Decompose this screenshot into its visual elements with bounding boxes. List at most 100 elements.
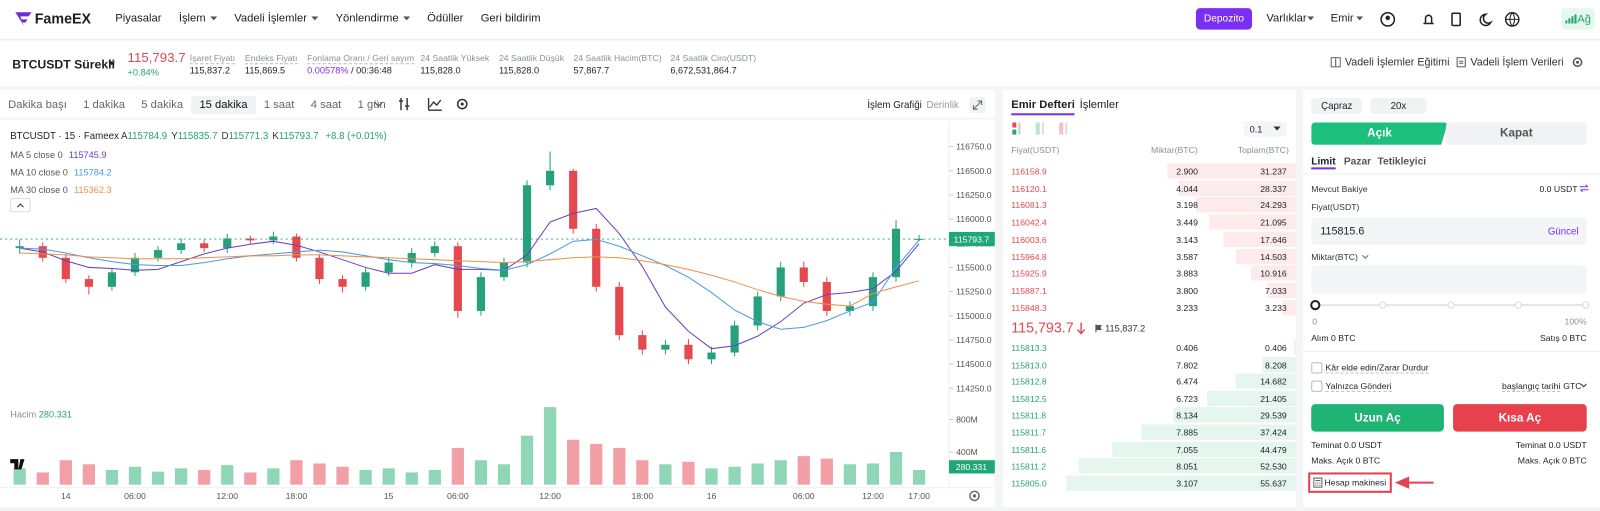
book-tab[interactable]: İşlemler: [1079, 98, 1119, 112]
book-price[interactable]: 116003.6: [1011, 234, 1047, 245]
network-status[interactable]: Ağ: [1561, 8, 1595, 30]
nav-item[interactable]: Ödüller: [427, 12, 463, 24]
order-type-tab[interactable]: Tetikleyici: [1377, 156, 1427, 168]
ma-name: MA 5 close 0: [10, 149, 63, 161]
amount-input[interactable]: [1311, 265, 1587, 294]
interval-tab[interactable]: 15 dakika: [191, 95, 256, 115]
balance: 0.0 USDT: [1539, 183, 1578, 194]
orders-menu[interactable]: Emir: [1330, 12, 1354, 25]
checkbox[interactable]: [1311, 362, 1323, 374]
deposit-button[interactable]: Depozito: [1195, 8, 1253, 30]
close-tab[interactable]: Kapat: [1445, 122, 1587, 145]
view-tab[interactable]: İşlem Grafiği: [867, 99, 922, 112]
book-price[interactable]: 116081.3: [1011, 200, 1047, 211]
candle-body: [891, 228, 901, 278]
amount-label[interactable]: Miktar(BTC): [1311, 252, 1358, 263]
data-link[interactable]: Vadeli İşlem Verileri: [1470, 56, 1564, 69]
book-price[interactable]: 116158.9: [1011, 166, 1047, 177]
depth-bar: [1207, 390, 1296, 406]
leverage[interactable]: 20x: [1370, 97, 1427, 115]
interval-tab[interactable]: 1 gün: [357, 98, 386, 112]
calculator-link[interactable]: Hesap makinesi: [1324, 477, 1387, 488]
order-type-tab[interactable]: Pazar: [1343, 156, 1372, 168]
book-layout-icons[interactable]: [1012, 122, 1073, 135]
candle-body: [822, 281, 831, 311]
nav-icons[interactable]: [1380, 11, 1523, 27]
candlestick-chart: 114250.0 114500.0 114750.0 115000.0 115250.0…: [0, 120, 995, 501]
book-total: 21.405: [1260, 393, 1287, 404]
chart-tools[interactable]: [398, 96, 475, 112]
calculator-highlight: [1308, 472, 1392, 493]
nav-item[interactable]: Yönlendirme: [336, 12, 410, 24]
margin-mode[interactable]: Çapraz: [1311, 97, 1363, 115]
book-price[interactable]: 115848.3: [1011, 302, 1047, 313]
top-nav: FameEX Piyasalar İşlem Vadeli İşlemler Yönl…: [0, 0, 1600, 40]
down-arrow: [1077, 322, 1086, 335]
nav-item[interactable]: İşlem: [179, 12, 217, 24]
settings-icon[interactable]: [967, 489, 981, 503]
book-price[interactable]: 116042.4: [1011, 217, 1047, 228]
long-button[interactable]: Uzun Aç: [1311, 404, 1444, 432]
nav-item[interactable]: Piyasalar: [115, 12, 161, 24]
stat-label: 24 Saatlik Düşük: [498, 53, 565, 64]
nav-item[interactable]: Geri bildirim: [481, 12, 541, 24]
interval-tab[interactable]: 5 dakika: [141, 98, 184, 112]
tp-sl-label[interactable]: Kâr elde edin/Zarar Durdur: [1325, 362, 1429, 374]
interval-tab[interactable]: 4 saat: [310, 98, 342, 112]
book-price[interactable]: 116120.1: [1011, 183, 1047, 194]
ohlc-change: +8.8 (+0.01%): [325, 130, 387, 142]
post-only-label[interactable]: Yalnızca Gönderi: [1325, 380, 1392, 392]
long-max: Maks. Açık 0 BTC: [1311, 455, 1381, 466]
book-price[interactable]: 115887.1: [1011, 285, 1047, 296]
short-button[interactable]: Kısa Aç: [1453, 404, 1587, 432]
price-change: +0.84%: [127, 67, 159, 78]
tutorial-link[interactable]: Vadeli İşlemler Eğitimi: [1344, 56, 1450, 69]
depth-bar: [1250, 265, 1296, 281]
buy-max: Alım 0 BTC: [1311, 332, 1356, 343]
book-price[interactable]: 115812.8: [1011, 376, 1047, 387]
chevron[interactable]: [373, 101, 384, 107]
book-price[interactable]: 115964.8: [1011, 251, 1047, 262]
order-type-tab[interactable]: Limit: [1311, 156, 1336, 170]
book-price[interactable]: 115813.0: [1011, 359, 1047, 370]
interval-tab[interactable]: 1 dakika: [83, 98, 125, 112]
book-price[interactable]: 115811.2: [1011, 461, 1047, 472]
book-price[interactable]: 115812.5: [1011, 393, 1047, 404]
column-header: Fiyat(USDT): [1011, 144, 1060, 156]
book-price[interactable]: 115811.7: [1011, 427, 1047, 438]
long-label: Uzun Aç: [1354, 411, 1401, 424]
candle-body: [845, 306, 854, 311]
logo-text[interactable]: FameEX: [34, 10, 92, 27]
settings-icon[interactable]: [1571, 56, 1583, 68]
slider[interactable]: [1309, 298, 1591, 312]
candle-body: [107, 272, 117, 287]
transfer-icon[interactable]: [1579, 184, 1589, 193]
collapse-button[interactable]: [10, 197, 31, 213]
precision-select[interactable]: 0.1: [1243, 121, 1287, 137]
view-tab[interactable]: Derinlik: [926, 99, 959, 112]
tif-value[interactable]: GTC: [1563, 380, 1582, 391]
book-price[interactable]: 115811.6: [1011, 444, 1047, 455]
book-tab[interactable]: Emir Defteri: [1011, 99, 1075, 116]
book-price[interactable]: 115811.8: [1011, 410, 1047, 421]
ma-legend: MA 5 close 0 115745.9 MA 10 close 0 115784.…: [10, 147, 111, 199]
y-tick-label: 115000.0: [956, 311, 992, 321]
symbol[interactable]: BTCUSDT Sürekli: [12, 57, 115, 72]
interval-tab[interactable]: Dakika başı: [8, 98, 67, 112]
nav-item[interactable]: Vadeli İşlemler: [234, 12, 319, 24]
fullscreen-icon[interactable]: [969, 96, 986, 114]
volume-bar: [359, 469, 372, 485]
volume-bar: [105, 469, 119, 485]
open-tab[interactable]: Açık: [1311, 122, 1448, 145]
checkbox[interactable]: [1311, 380, 1323, 392]
interval-tab[interactable]: 1 saat: [263, 98, 295, 112]
volume-bar: [543, 407, 557, 485]
price-input[interactable]: 115815.6 Güncel: [1311, 217, 1587, 245]
assets-menu[interactable]: Varlıklar: [1266, 12, 1307, 25]
ohlc-value: 115784.9: [127, 130, 168, 142]
book-total: 7.033: [1265, 285, 1287, 296]
book-price[interactable]: 115805.0: [1011, 478, 1047, 489]
book-price[interactable]: 115813.3: [1011, 342, 1047, 354]
latest-button[interactable]: Güncel: [1547, 226, 1579, 238]
book-price[interactable]: 115925.9: [1011, 268, 1047, 279]
